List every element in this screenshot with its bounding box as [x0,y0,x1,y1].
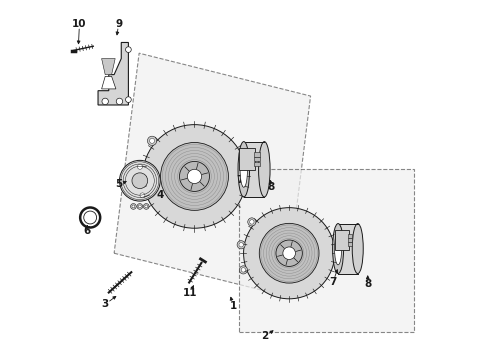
Text: 1: 1 [229,301,236,311]
Text: 3: 3 [102,299,109,309]
Circle shape [140,193,144,198]
Text: 8: 8 [267,182,274,192]
Text: 7: 7 [236,175,244,185]
Bar [254,157,259,161]
Ellipse shape [332,224,343,274]
Circle shape [241,268,245,272]
Circle shape [137,203,142,209]
Bar [347,242,352,246]
Circle shape [149,138,154,143]
Bar [254,152,259,157]
Text: 9: 9 [115,18,122,28]
FancyBboxPatch shape [239,148,255,170]
Polygon shape [102,76,116,89]
Bar [347,234,352,238]
Circle shape [132,205,135,208]
Polygon shape [98,42,128,105]
Ellipse shape [334,232,341,265]
Circle shape [144,205,147,208]
Circle shape [142,125,246,228]
Circle shape [282,247,295,260]
Circle shape [138,205,141,208]
Circle shape [237,241,245,249]
Circle shape [143,203,149,209]
Bar [347,238,352,242]
Circle shape [243,208,334,299]
Circle shape [125,47,131,53]
Circle shape [130,203,136,209]
Text: 4: 4 [157,190,164,200]
Circle shape [239,266,247,274]
Text: 2: 2 [261,332,268,342]
Circle shape [132,173,147,189]
Polygon shape [337,224,357,274]
Text: 7: 7 [329,277,336,287]
Circle shape [125,97,131,103]
Circle shape [138,191,147,200]
Polygon shape [114,53,310,296]
Circle shape [187,169,201,184]
Text: 10: 10 [72,18,86,28]
Circle shape [147,136,156,145]
Circle shape [179,161,209,192]
Text: 5: 5 [115,179,122,189]
Circle shape [119,160,160,201]
FancyBboxPatch shape [334,230,348,250]
Polygon shape [239,169,413,332]
Circle shape [137,164,142,169]
Text: 8: 8 [364,279,370,289]
Circle shape [259,223,318,283]
Circle shape [135,162,144,171]
Circle shape [116,98,122,105]
Ellipse shape [258,141,269,197]
Circle shape [239,243,243,247]
Circle shape [247,218,255,226]
Circle shape [102,98,108,105]
Ellipse shape [238,141,249,197]
Text: 11: 11 [183,288,197,297]
Text: 6: 6 [83,226,90,237]
Bar [254,162,259,166]
Circle shape [275,240,302,266]
Circle shape [249,220,253,224]
Ellipse shape [240,151,247,187]
Circle shape [160,143,228,210]
Polygon shape [244,141,264,197]
Polygon shape [102,59,115,75]
Ellipse shape [351,224,363,274]
